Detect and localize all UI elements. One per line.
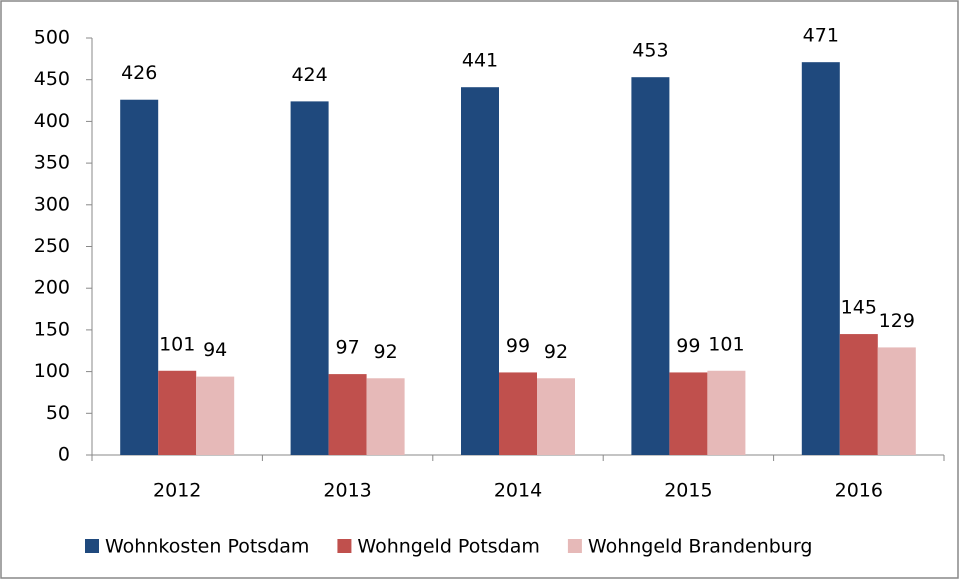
x-tick-label: 2015 — [664, 480, 712, 502]
y-tick-label: 50 — [46, 402, 70, 424]
y-tick-label: 200 — [34, 277, 70, 299]
bar — [707, 370, 746, 455]
y-tick-label: 250 — [34, 235, 70, 257]
bar — [120, 99, 159, 455]
y-tick-label: 400 — [34, 110, 70, 132]
value-label: 129 — [879, 310, 915, 332]
bar — [839, 334, 878, 455]
bar — [196, 376, 235, 455]
y-tick-label: 350 — [34, 152, 70, 174]
value-label: 92 — [544, 341, 568, 363]
value-label: 97 — [336, 337, 360, 359]
value-label: 145 — [841, 297, 877, 319]
bar — [631, 77, 670, 455]
bar — [461, 87, 499, 456]
y-tick-label: 100 — [34, 360, 70, 382]
y-tick-label: 0 — [58, 444, 70, 466]
value-label: 453 — [632, 40, 668, 62]
y-tick-label: 500 — [34, 27, 70, 49]
value-label: 94 — [203, 339, 227, 361]
x-tick-label: 2013 — [323, 480, 371, 502]
y-tick-label: 300 — [34, 193, 70, 215]
value-label: 441 — [462, 50, 498, 72]
value-label: 101 — [708, 333, 744, 355]
bar — [290, 101, 329, 455]
x-tick-label: 2014 — [494, 480, 542, 502]
bar — [328, 374, 367, 455]
bar — [669, 372, 708, 455]
value-label: 426 — [121, 62, 157, 84]
x-tick-label: 2012 — [153, 480, 201, 502]
legend-swatch — [337, 539, 352, 553]
legend-label: Wohnkosten Potsdam — [105, 536, 309, 558]
y-tick-label: 450 — [34, 68, 70, 90]
value-label: 92 — [374, 341, 398, 363]
value-label: 101 — [159, 333, 195, 355]
value-label: 99 — [676, 335, 700, 357]
y-tick-label: 150 — [34, 318, 70, 340]
bar — [366, 378, 405, 455]
legend-label: Wohngeld Brandenburg — [588, 536, 812, 558]
legend-swatch — [85, 539, 99, 553]
value-label: 424 — [291, 64, 327, 86]
bar — [801, 62, 840, 455]
value-label: 471 — [803, 25, 839, 47]
value-label: 99 — [506, 335, 530, 357]
legend-swatch — [567, 539, 582, 553]
bar — [537, 378, 575, 455]
bar — [158, 370, 197, 455]
bar — [877, 347, 916, 455]
bar — [499, 372, 537, 455]
x-tick-label: 2016 — [835, 480, 883, 502]
legend-label: Wohngeld Potsdam — [357, 536, 539, 558]
